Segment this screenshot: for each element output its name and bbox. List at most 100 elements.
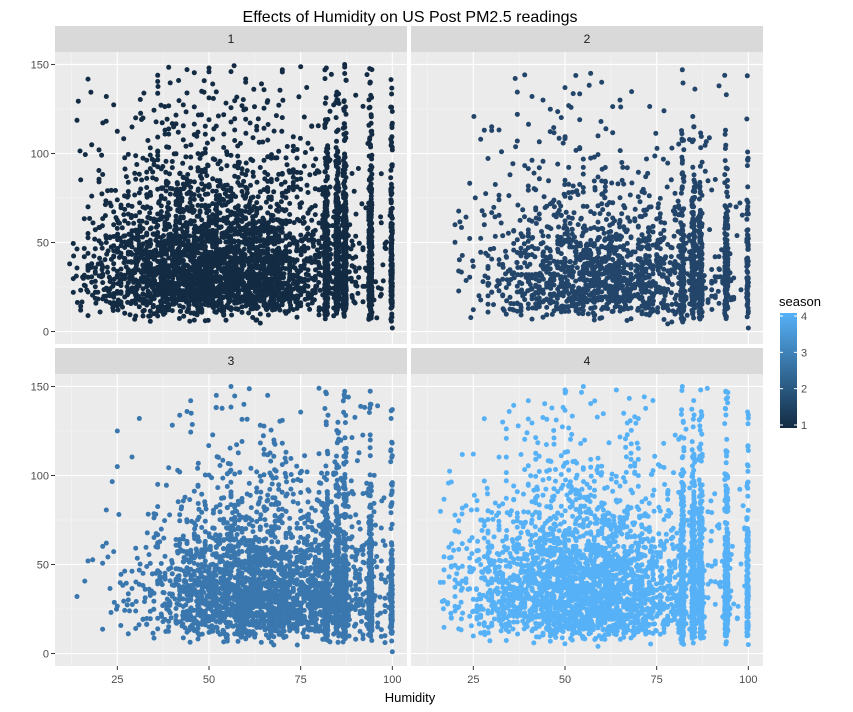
data-point: [195, 227, 201, 233]
data-point: [166, 221, 172, 227]
data-point: [136, 234, 142, 240]
data-point: [202, 183, 208, 189]
data-point: [166, 235, 172, 241]
data-point: [342, 121, 347, 127]
data-point: [349, 293, 355, 298]
data-point: [228, 241, 234, 247]
data-point: [389, 237, 395, 243]
data-point: [102, 202, 108, 208]
data-point: [122, 206, 128, 212]
data-point: [343, 111, 349, 117]
data-point: [74, 246, 80, 252]
data-point: [239, 298, 245, 304]
data-point: [97, 309, 103, 315]
data-point: [254, 200, 260, 206]
data-point: [95, 261, 101, 267]
data-point: [283, 189, 289, 195]
data-point: [89, 193, 95, 199]
data-point: [245, 288, 251, 294]
data-point: [299, 238, 305, 244]
data-point: [115, 297, 121, 303]
data-point: [275, 289, 281, 294]
data-point: [333, 272, 339, 278]
data-point: [283, 292, 289, 298]
data-point: [312, 257, 318, 262]
data-point: [260, 215, 266, 221]
data-point: [335, 182, 341, 188]
data-point: [297, 201, 303, 207]
data-point: [239, 304, 245, 310]
data-point: [316, 280, 322, 285]
data-point: [206, 229, 212, 235]
data-point: [186, 284, 192, 290]
data-point: [233, 306, 239, 312]
data-point: [228, 212, 234, 218]
data-point: [235, 162, 241, 168]
data-point: [216, 259, 222, 265]
data-point: [252, 289, 258, 295]
data-point: [213, 229, 219, 235]
data-point: [133, 153, 139, 159]
data-point: [178, 187, 184, 193]
data-point: [103, 94, 109, 100]
data-point: [195, 202, 201, 208]
data-point: [243, 172, 249, 178]
data-point: [322, 205, 328, 211]
data-point: [243, 130, 249, 136]
data-point: [221, 258, 227, 264]
data-point: [217, 225, 223, 231]
data-point: [188, 165, 194, 171]
data-point: [276, 217, 282, 223]
data-point: [310, 229, 316, 235]
data-point: [298, 300, 304, 306]
data-point: [147, 210, 153, 216]
data-point: [333, 92, 339, 98]
data-point: [104, 251, 110, 257]
data-point: [246, 262, 252, 268]
data-point: [122, 155, 128, 161]
data-point: [367, 233, 373, 238]
data-point: [186, 302, 192, 308]
data-point: [283, 233, 289, 239]
data-point: [349, 171, 355, 176]
data-point: [199, 302, 205, 308]
data-point: [225, 208, 231, 214]
data-point: [264, 248, 269, 254]
data-point: [184, 90, 190, 96]
data-point: [298, 232, 304, 238]
data-point: [122, 245, 128, 250]
data-point: [122, 233, 128, 239]
data-point: [155, 186, 161, 192]
data-point: [144, 302, 150, 308]
data-point: [306, 237, 312, 243]
data-point: [167, 191, 173, 197]
data-point: [180, 264, 186, 270]
data-point: [279, 221, 285, 227]
data-point: [191, 132, 197, 138]
data-point: [577, 91, 583, 97]
data-point: [342, 61, 348, 67]
data-point: [257, 205, 263, 211]
data-point: [309, 275, 315, 281]
data-point: [128, 301, 134, 307]
data-point: [354, 283, 360, 289]
data-point: [316, 250, 322, 256]
data-point: [388, 181, 394, 187]
data-point: [635, 169, 641, 175]
data-point: [363, 205, 369, 211]
data-point: [251, 86, 257, 92]
data-point: [188, 218, 194, 224]
data-point: [301, 163, 307, 169]
data-point: [276, 102, 282, 108]
data-point: [175, 181, 180, 187]
data-point: [324, 303, 330, 309]
data-point: [161, 306, 167, 312]
data-point: [309, 146, 315, 152]
data-point: [272, 306, 278, 312]
data-point: [92, 269, 98, 275]
data-point: [266, 264, 272, 270]
data-point: [744, 216, 750, 222]
data-point: [184, 67, 190, 73]
data-point: [113, 188, 118, 193]
data-point: [246, 248, 252, 254]
